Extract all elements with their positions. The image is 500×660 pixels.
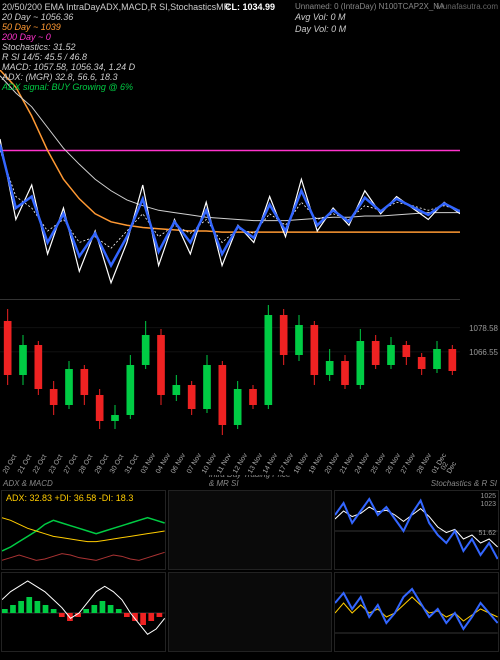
adx-label: ADX: (MGR) 32.8, 56.6, 18.3 [2, 72, 118, 82]
date-axis: 20 Oct21 Oct22 Oct23 Oct27 Oct28 Oct29 O… [0, 445, 460, 475]
stoch-tick-1: 1025 [480, 493, 496, 500]
intraday-title: Intra Day Trading Price & MR SI [209, 475, 291, 488]
adx-macd-title: ADX & MACD [3, 479, 53, 488]
candle-y-axis: 1078.581066.55 [460, 305, 500, 445]
stoch-tick-2: 1023 [480, 501, 496, 508]
chart-header: 20/50/200 EMA IntraDayADX,MACD,R SI,Stoc… [0, 0, 500, 70]
candle-chart [0, 305, 460, 445]
symbol-text: Unnamed: 0 (IntraDay) N100TCAP2X_NA [295, 2, 444, 11]
stoch-rsi-title: Stochastics & R SI [431, 479, 497, 488]
rsi-label: R SI 14/5: 45.5 / 46.8 [2, 52, 87, 62]
sub-row-1: ADX: 32.83 +DI: 36.58 -DI: 18.3 1025 102… [0, 490, 500, 570]
close-price: CL: 1034.99 [225, 2, 275, 12]
stoch-label: Stochastics: 31.52 [2, 42, 76, 52]
ema20-label: 20 Day ~ 1056.36 [2, 12, 73, 22]
stoch-mid: 51.62 [478, 530, 496, 537]
sub-row-2 [0, 572, 500, 652]
sub-titles-row: ADX & MACD Intra Day Trading Price & MR … [0, 475, 500, 489]
title-left: 20/50/200 EMA IntraDayADX,MACD,R SI,Stoc… [2, 2, 230, 12]
adx-values: ADX: 32.83 +DI: 36.58 -DI: 18.3 [6, 493, 133, 503]
adx-panel: ADX: 32.83 +DI: 36.58 -DI: 18.3 [1, 490, 166, 570]
stoch-panel: 1025 1023 51.62 [334, 490, 499, 570]
ema50-label: 50 Day ~ 1039 [2, 22, 61, 32]
rsi-panel [334, 572, 499, 652]
ema200-label: 200 Day ~ 0 [2, 32, 51, 42]
watermark: Munafasutra.com [436, 2, 498, 11]
intraday-panel-2 [168, 572, 333, 652]
day-vol: Day Vol: 0 M [295, 24, 346, 34]
main-price-chart [0, 70, 460, 300]
macd-panel [1, 572, 166, 652]
adx-signal: ADX signal: BUY Growing @ 6% [2, 82, 133, 92]
intraday-panel-1 [168, 490, 333, 570]
avg-vol: Avg Vol: 0 M [295, 12, 346, 22]
